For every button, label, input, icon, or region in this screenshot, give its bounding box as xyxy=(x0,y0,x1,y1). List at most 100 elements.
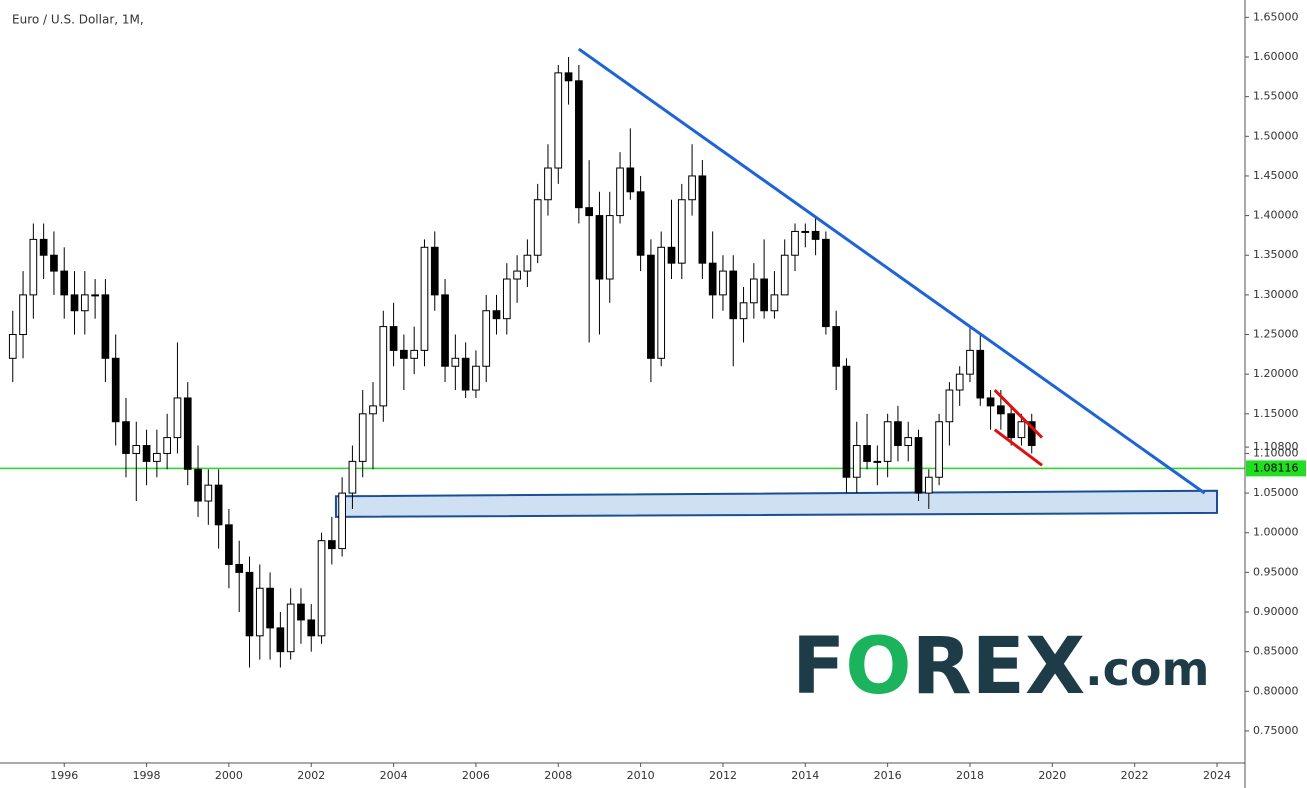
candle-body xyxy=(142,445,151,462)
candle-body xyxy=(626,167,635,193)
y-tick-label: 1.65000 xyxy=(1253,10,1299,23)
candle-body xyxy=(924,476,933,494)
y-tick-label: 1.20000 xyxy=(1253,367,1299,380)
candle-body xyxy=(101,294,110,359)
candle-body xyxy=(204,484,213,502)
y-tick-label: 1.45000 xyxy=(1253,169,1299,182)
candle-body xyxy=(420,246,429,351)
candle-body xyxy=(39,238,48,256)
candle-body xyxy=(225,524,233,565)
candle-body xyxy=(801,230,810,233)
last-price-label: 1.10800 xyxy=(1253,440,1299,453)
logo-part: F xyxy=(792,622,845,712)
candle-body xyxy=(60,270,69,296)
candle-body xyxy=(883,421,892,462)
candle-body xyxy=(708,262,717,296)
candle-body xyxy=(842,365,851,478)
candle-body xyxy=(822,238,830,328)
logo: FOREX.com xyxy=(792,622,1209,712)
x-tick-label: 2010 xyxy=(627,769,655,782)
candle-body xyxy=(379,326,388,407)
candle-body xyxy=(410,349,419,359)
x-tick-label: 2008 xyxy=(544,769,572,782)
candle-body xyxy=(50,254,58,272)
candle-body xyxy=(780,254,789,296)
candle-body xyxy=(616,167,624,217)
logo-part: .com xyxy=(1085,642,1209,696)
y-tick-label: 0.90000 xyxy=(1253,605,1299,618)
y-tick-label: 1.40000 xyxy=(1253,209,1299,222)
candle-body xyxy=(739,302,748,320)
x-tick-label: 1996 xyxy=(50,769,78,782)
y-tick-label: 1.25000 xyxy=(1253,328,1299,341)
candle-body xyxy=(286,603,295,653)
candle-body xyxy=(636,191,645,256)
candle-body xyxy=(317,540,326,637)
candle-body xyxy=(482,310,491,367)
candle-body xyxy=(513,270,521,280)
candle-body xyxy=(358,413,367,462)
candle-body xyxy=(688,175,696,201)
candle-body xyxy=(461,357,470,391)
y-tick-label: 1.35000 xyxy=(1253,248,1299,261)
candle-body xyxy=(976,349,985,399)
y-tick-label: 0.75000 xyxy=(1253,724,1299,737)
candle-body xyxy=(492,310,501,320)
y-tick-label: 0.95000 xyxy=(1253,565,1299,578)
candle-body xyxy=(997,405,1005,415)
candle-body xyxy=(719,270,727,296)
candle-body xyxy=(245,571,254,637)
candle-body xyxy=(914,437,923,494)
candle-body xyxy=(657,246,666,359)
candle-body xyxy=(183,397,192,470)
candle-body xyxy=(327,540,336,550)
x-tick-label: 2014 xyxy=(791,769,819,782)
candle-body xyxy=(19,294,27,336)
candle-body xyxy=(677,199,686,264)
candle-body xyxy=(554,72,563,169)
y-tick-label: 1.10000 xyxy=(1253,446,1299,459)
candle-body xyxy=(348,460,357,494)
y-tick-label: 0.85000 xyxy=(1253,645,1299,658)
y-tick-label: 1.05000 xyxy=(1253,486,1299,499)
candle-body xyxy=(904,437,913,447)
candle-body xyxy=(564,72,573,82)
candle-body xyxy=(389,326,398,351)
y-tick-label: 0.80000 xyxy=(1253,684,1299,697)
candle-body xyxy=(585,207,593,217)
hline-label: 1.08116 xyxy=(1253,461,1299,474)
candle-body xyxy=(163,437,171,454)
candle-body xyxy=(472,365,480,391)
candle-body xyxy=(811,230,820,240)
candle-body xyxy=(894,421,902,447)
y-tick-label: 1.60000 xyxy=(1253,50,1299,63)
candle-body xyxy=(255,587,264,637)
candle-body xyxy=(173,397,182,439)
trendline xyxy=(577,47,1206,495)
y-tick-label: 1.00000 xyxy=(1253,526,1299,539)
candle-body xyxy=(749,278,758,304)
x-tick-label: 2022 xyxy=(1121,769,1149,782)
candle-body xyxy=(430,246,439,296)
x-tick-label: 2006 xyxy=(462,769,490,782)
candle-body xyxy=(153,452,161,462)
candle-body xyxy=(235,563,244,573)
candle-body xyxy=(502,278,511,320)
candle-body xyxy=(338,492,346,550)
candle-body xyxy=(122,421,130,454)
candle-body xyxy=(605,215,614,280)
candle-body xyxy=(132,445,141,454)
candle-body xyxy=(266,587,274,629)
candle-body xyxy=(194,468,202,502)
candle-body xyxy=(791,230,799,256)
candle-body xyxy=(575,80,583,209)
candle-body xyxy=(533,199,542,256)
candle-body xyxy=(945,389,954,423)
candle-body xyxy=(852,445,861,478)
candle-body xyxy=(667,246,676,264)
candle-body xyxy=(863,445,871,462)
candle-body xyxy=(729,270,738,320)
candle-body xyxy=(400,349,408,359)
candle-body xyxy=(91,294,99,297)
